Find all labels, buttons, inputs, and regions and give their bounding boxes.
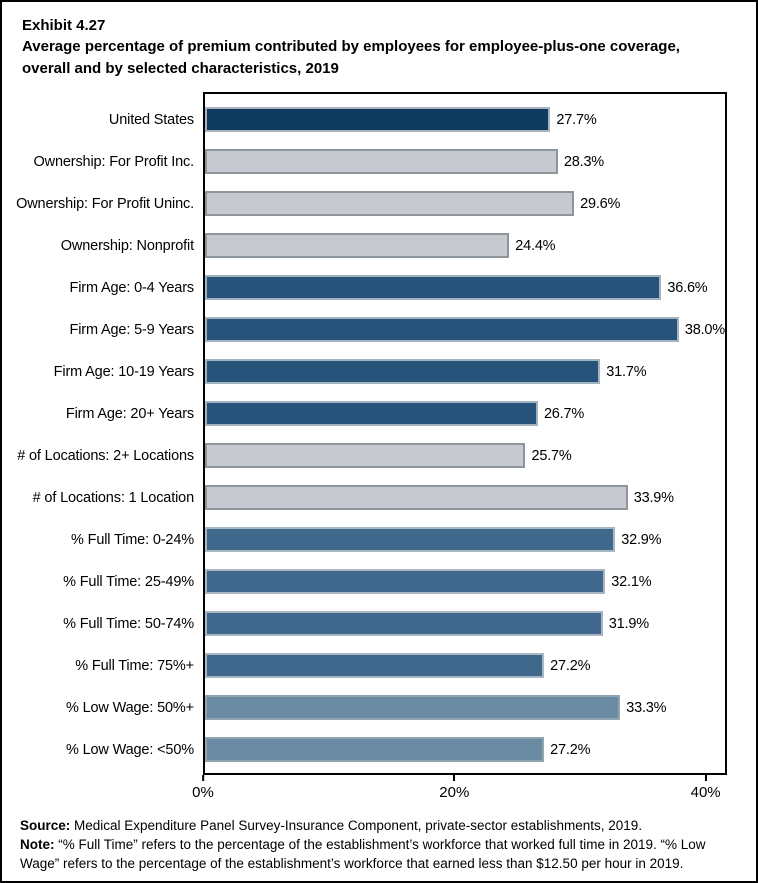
bar-value-label: 31.9% (608, 615, 649, 632)
category-label: % Full Time: 0-24% (70, 531, 194, 548)
category-label: # of Locations: 1 Location (32, 489, 195, 506)
bar-value-label: 27.7% (556, 111, 597, 128)
tick-label: 40% (690, 783, 721, 801)
bar-value-label: 36.6% (667, 279, 708, 296)
bar-row: 36.6% (205, 267, 725, 309)
bar-value-label: 32.1% (611, 573, 652, 590)
bar (205, 317, 679, 343)
category-label: # of Locations: 2+ Locations (17, 447, 194, 464)
plot-wrap: 27.7% 28.3% 29.6% 24.4% 36.6% 38.0% 31.7% 26.7%… (192, 91, 727, 817)
bar (205, 275, 662, 301)
bar (205, 653, 545, 679)
category-label: United States (108, 111, 194, 128)
source-note: Source: Medical Expenditure Panel Survey… (20, 817, 736, 836)
x-axis-tick: 40% (690, 774, 721, 801)
bar (205, 191, 575, 217)
category-label: % Low Wage: 50%+ (65, 699, 194, 716)
chart-title: Average percentage of premium contribute… (22, 38, 680, 77)
category-label: Ownership: For Profit Inc. (33, 153, 195, 170)
bar (205, 569, 606, 595)
bar-value-label: 38.0% (684, 321, 725, 338)
bar-value-label: 27.2% (550, 657, 591, 674)
bar-row: 32.1% (205, 561, 725, 603)
tick-label: 0% (192, 783, 214, 801)
category-labels: United States Ownership: For Profit Inc. O… (2, 92, 203, 817)
x-axis-tick: 20% (439, 774, 470, 801)
bar (205, 695, 621, 721)
bar (205, 401, 538, 427)
category-label: % Low Wage: <50% (65, 741, 194, 758)
bar-chart: United States Ownership: For Profit Inc. O… (2, 91, 756, 817)
bar-value-label: 29.6% (580, 195, 621, 212)
source-text: Medical Expenditure Panel Survey-Insuran… (70, 817, 643, 833)
bar-value-label: 32.9% (621, 531, 662, 548)
category-label: Firm Age: 10-19 Years (53, 363, 194, 380)
tick-label: 20% (439, 783, 470, 801)
bar-value-label: 33.9% (633, 489, 674, 506)
bar-row: 27.2% (205, 645, 725, 687)
bar-row: 31.7% (205, 351, 725, 393)
source-label: Source: (20, 817, 71, 833)
bar-value-label: 27.2% (550, 741, 591, 758)
note-text: “% Full Time” refers to the percentage o… (20, 836, 706, 871)
bar-row: 29.6% (205, 183, 725, 225)
category-label: % Full Time: 50-74% (63, 615, 194, 632)
x-axis-tick: 0% (192, 774, 214, 801)
bar-row: 28.3% (205, 141, 725, 183)
category-label: Firm Age: 20+ Years (65, 405, 194, 422)
bar (205, 737, 545, 763)
exhibit-number: Exhibit 4.27 (22, 17, 106, 34)
category-label: Firm Age: 0-4 Years (69, 279, 195, 296)
category-label: Firm Age: 5-9 Years (69, 321, 195, 338)
bar (205, 107, 551, 133)
category-label: Ownership: For Profit Uninc. (16, 195, 194, 212)
bar-row: 26.7% (205, 393, 725, 435)
bar-value-label: 28.3% (563, 153, 605, 170)
category-label: % Full Time: 75%+ (75, 657, 194, 674)
title-block: Exhibit 4.27 Average percentage of premi… (2, 2, 756, 79)
footnotes: Source: Medical Expenditure Panel Survey… (2, 817, 756, 874)
tick-mark (704, 774, 707, 781)
bar (205, 149, 558, 175)
tick-mark (202, 774, 204, 781)
bar-row: 25.7% (205, 435, 725, 477)
bar-row: 33.3% (205, 687, 725, 729)
methodology-note: Note: “% Full Time” refers to the percen… (20, 836, 736, 874)
bar (205, 443, 526, 469)
bar-row: 32.9% (205, 519, 725, 561)
bar-row: 27.7% (205, 99, 725, 141)
category-label: Ownership: Nonprofit (60, 237, 194, 254)
x-axis: 0% 20% 40% (192, 774, 727, 817)
note-label: Note: (20, 836, 55, 852)
bar-row: 38.0% (205, 309, 725, 351)
bar (205, 611, 603, 637)
bar (205, 359, 601, 385)
bar-value-label: 24.4% (515, 237, 556, 254)
bar-value-label: 25.7% (531, 447, 572, 464)
bar (205, 485, 628, 511)
bar-value-label: 26.7% (543, 405, 585, 422)
bar-row: 33.9% (205, 477, 725, 519)
category-label: % Full Time: 25-49% (63, 573, 194, 590)
bar-value-label: 33.3% (626, 699, 667, 716)
bar (205, 527, 616, 553)
tick-mark (453, 774, 456, 781)
bar-row: 27.2% (205, 729, 725, 771)
bar-value-label: 31.7% (606, 363, 647, 380)
bar-row: 31.9% (205, 603, 725, 645)
bar-row: 24.4% (205, 225, 725, 267)
bar (205, 233, 510, 259)
plot-area: 27.7% 28.3% 29.6% 24.4% 36.6% 38.0% 31.7% 26.7%… (203, 91, 727, 775)
